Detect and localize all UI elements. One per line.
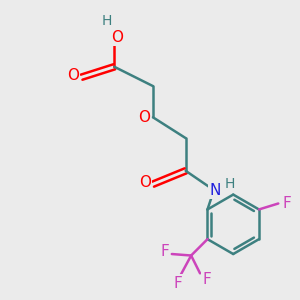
Text: O: O <box>111 30 123 45</box>
Text: F: F <box>160 244 169 259</box>
Text: F: F <box>282 196 291 211</box>
Text: F: F <box>202 272 211 287</box>
Text: H: H <box>102 14 112 28</box>
Text: O: O <box>138 110 150 125</box>
Text: H: H <box>225 177 236 190</box>
Text: N: N <box>210 183 221 198</box>
Text: O: O <box>67 68 79 83</box>
Text: O: O <box>139 175 151 190</box>
Text: F: F <box>173 276 182 291</box>
